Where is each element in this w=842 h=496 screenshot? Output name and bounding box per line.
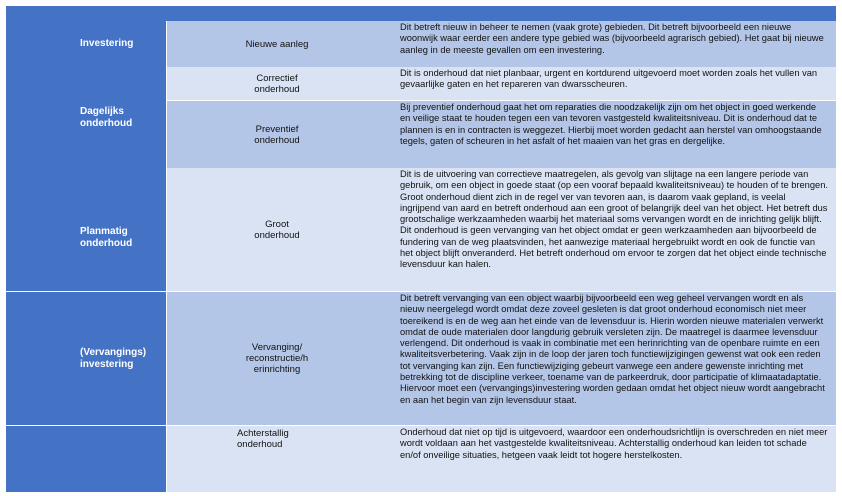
type-label: Preventief onderhoud [254, 123, 300, 146]
type-cell: Nieuwe aanleg [166, 21, 387, 67]
row-divider [6, 291, 836, 292]
description-cell: Dit betreft nieuw in beheer te nemen (va… [400, 22, 824, 55]
type-cell: Preventief onderhoud [166, 101, 387, 168]
type-cell: Vervanging/ reconstructie/h erinrichting [166, 292, 387, 425]
table-row: Vervanging/ reconstructie/h erinrichting… [166, 292, 836, 425]
category-label: (Vervangings) investering [80, 346, 147, 370]
table-row: Nieuwe aanleg Dit betreft nieuw in behee… [166, 21, 836, 67]
description-cell: Dit is onderhoud dat niet planbaar, urge… [400, 68, 818, 90]
table-row: Groot onderhoud Dit is de uitvoering van… [166, 168, 836, 291]
category-label: Investering [80, 38, 134, 49]
description-cell: Onderhoud dat niet op tijd is uitgevoerd… [400, 427, 828, 460]
type-label: Groot onderhoud [254, 218, 300, 241]
table-row: Correctief onderhoud Dit is onderhoud da… [166, 67, 836, 100]
type-cell: Groot onderhoud [166, 168, 387, 291]
type-cell: Achterstallig onderhoud [166, 426, 387, 492]
category-cell-investering: Investering [6, 21, 166, 67]
row-divider [166, 100, 836, 101]
category-cell-dagelijks: Dagelijks onderhoud [6, 67, 166, 168]
type-label: Achterstallig onderhoud [237, 428, 289, 450]
table-row: Preventief onderhoud Bij preventief onde… [166, 101, 836, 168]
category-cell-planmatig: Planmatig onderhoud [6, 168, 166, 291]
table-row: Achterstallig onderhoud Onderhoud dat ni… [166, 426, 836, 492]
description-cell: Bij preventief onderhoud gaat het om rep… [400, 102, 822, 146]
table-header-row [6, 6, 836, 21]
type-label: Nieuwe aanleg [245, 38, 309, 50]
category-cell-empty [6, 426, 166, 492]
type-label: Vervanging/ reconstructie/h erinrichting [245, 342, 309, 375]
type-label: Correctief onderhoud [254, 72, 300, 95]
category-label: Dagelijks onderhoud [80, 105, 133, 129]
row-divider [6, 425, 836, 426]
category-cell-vervangings: (Vervangings) investering [6, 292, 166, 425]
type-cell: Correctief onderhoud [166, 67, 387, 100]
description-cell: Dit is de uitvoering van correctieve maa… [400, 169, 828, 270]
category-label: Planmatig onderhoud [80, 225, 133, 249]
description-cell: Dit betreft vervanging van een object wa… [400, 293, 825, 405]
maintenance-types-table: Investering Dagelijks onderhoud Planmati… [6, 6, 836, 492]
